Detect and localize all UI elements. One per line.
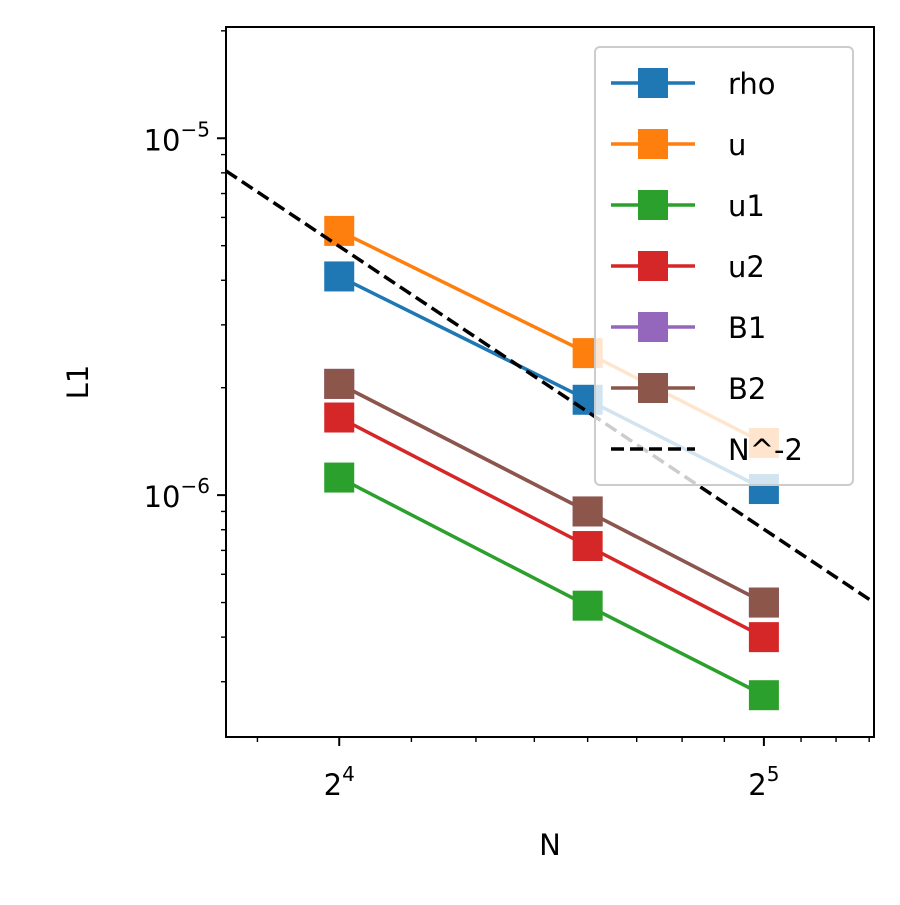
series-u2 bbox=[324, 402, 779, 653]
legend-item-u2: u2 bbox=[611, 250, 765, 284]
data-point-u2 bbox=[748, 622, 779, 653]
data-point-B2 bbox=[324, 368, 355, 399]
data-point-B2 bbox=[572, 496, 603, 527]
legend-label: B1 bbox=[728, 311, 766, 345]
x-axis: 24 25 bbox=[256, 737, 870, 802]
y-tick-label: 10−5 bbox=[144, 117, 210, 157]
data-point-u2 bbox=[572, 531, 603, 562]
data-point-rho bbox=[324, 261, 355, 292]
x-tick-label: 24 bbox=[324, 762, 355, 802]
series-u1 bbox=[324, 462, 779, 711]
data-point-u1 bbox=[572, 590, 603, 621]
legend-swatch-marker bbox=[638, 312, 668, 342]
legend-item-B1: B1 bbox=[611, 311, 766, 345]
y-axis-label: L1 bbox=[61, 365, 95, 400]
y-tick-label: 10−6 bbox=[144, 474, 210, 514]
legend-item-rho: rho bbox=[611, 67, 776, 101]
legend-swatch-marker bbox=[638, 68, 668, 98]
data-point-u2 bbox=[324, 402, 355, 433]
legend-label: N^-2 bbox=[728, 433, 803, 467]
reference-line bbox=[226, 169, 874, 605]
legend-swatch-marker bbox=[638, 373, 668, 403]
legend-swatch-marker bbox=[638, 129, 668, 159]
legend-item-B2: B2 bbox=[611, 372, 766, 406]
x-tick-label: 25 bbox=[748, 762, 779, 802]
legend-item-u: u bbox=[611, 128, 746, 162]
legend-item-u1: u1 bbox=[611, 189, 765, 223]
legend-swatch-marker bbox=[638, 190, 668, 220]
data-point-u1 bbox=[748, 680, 779, 711]
y-axis: 10−5 10−6 bbox=[144, 30, 226, 683]
legend: rho u u1 u2 B1 B2 N^-2 bbox=[594, 46, 854, 486]
series-B2 bbox=[324, 368, 779, 618]
legend-label: rho bbox=[728, 67, 776, 101]
data-point-B2 bbox=[748, 587, 779, 618]
legend-swatch-marker bbox=[638, 251, 668, 281]
legend-label: u2 bbox=[728, 250, 765, 284]
legend-label: B2 bbox=[728, 372, 766, 406]
x-axis-label: N bbox=[539, 828, 561, 862]
legend-label: u bbox=[728, 128, 746, 162]
data-point-u1 bbox=[324, 462, 355, 493]
legend-label: u1 bbox=[728, 189, 765, 223]
axes-frame bbox=[225, 26, 875, 738]
legend-item-N^-2: N^-2 bbox=[611, 433, 803, 467]
